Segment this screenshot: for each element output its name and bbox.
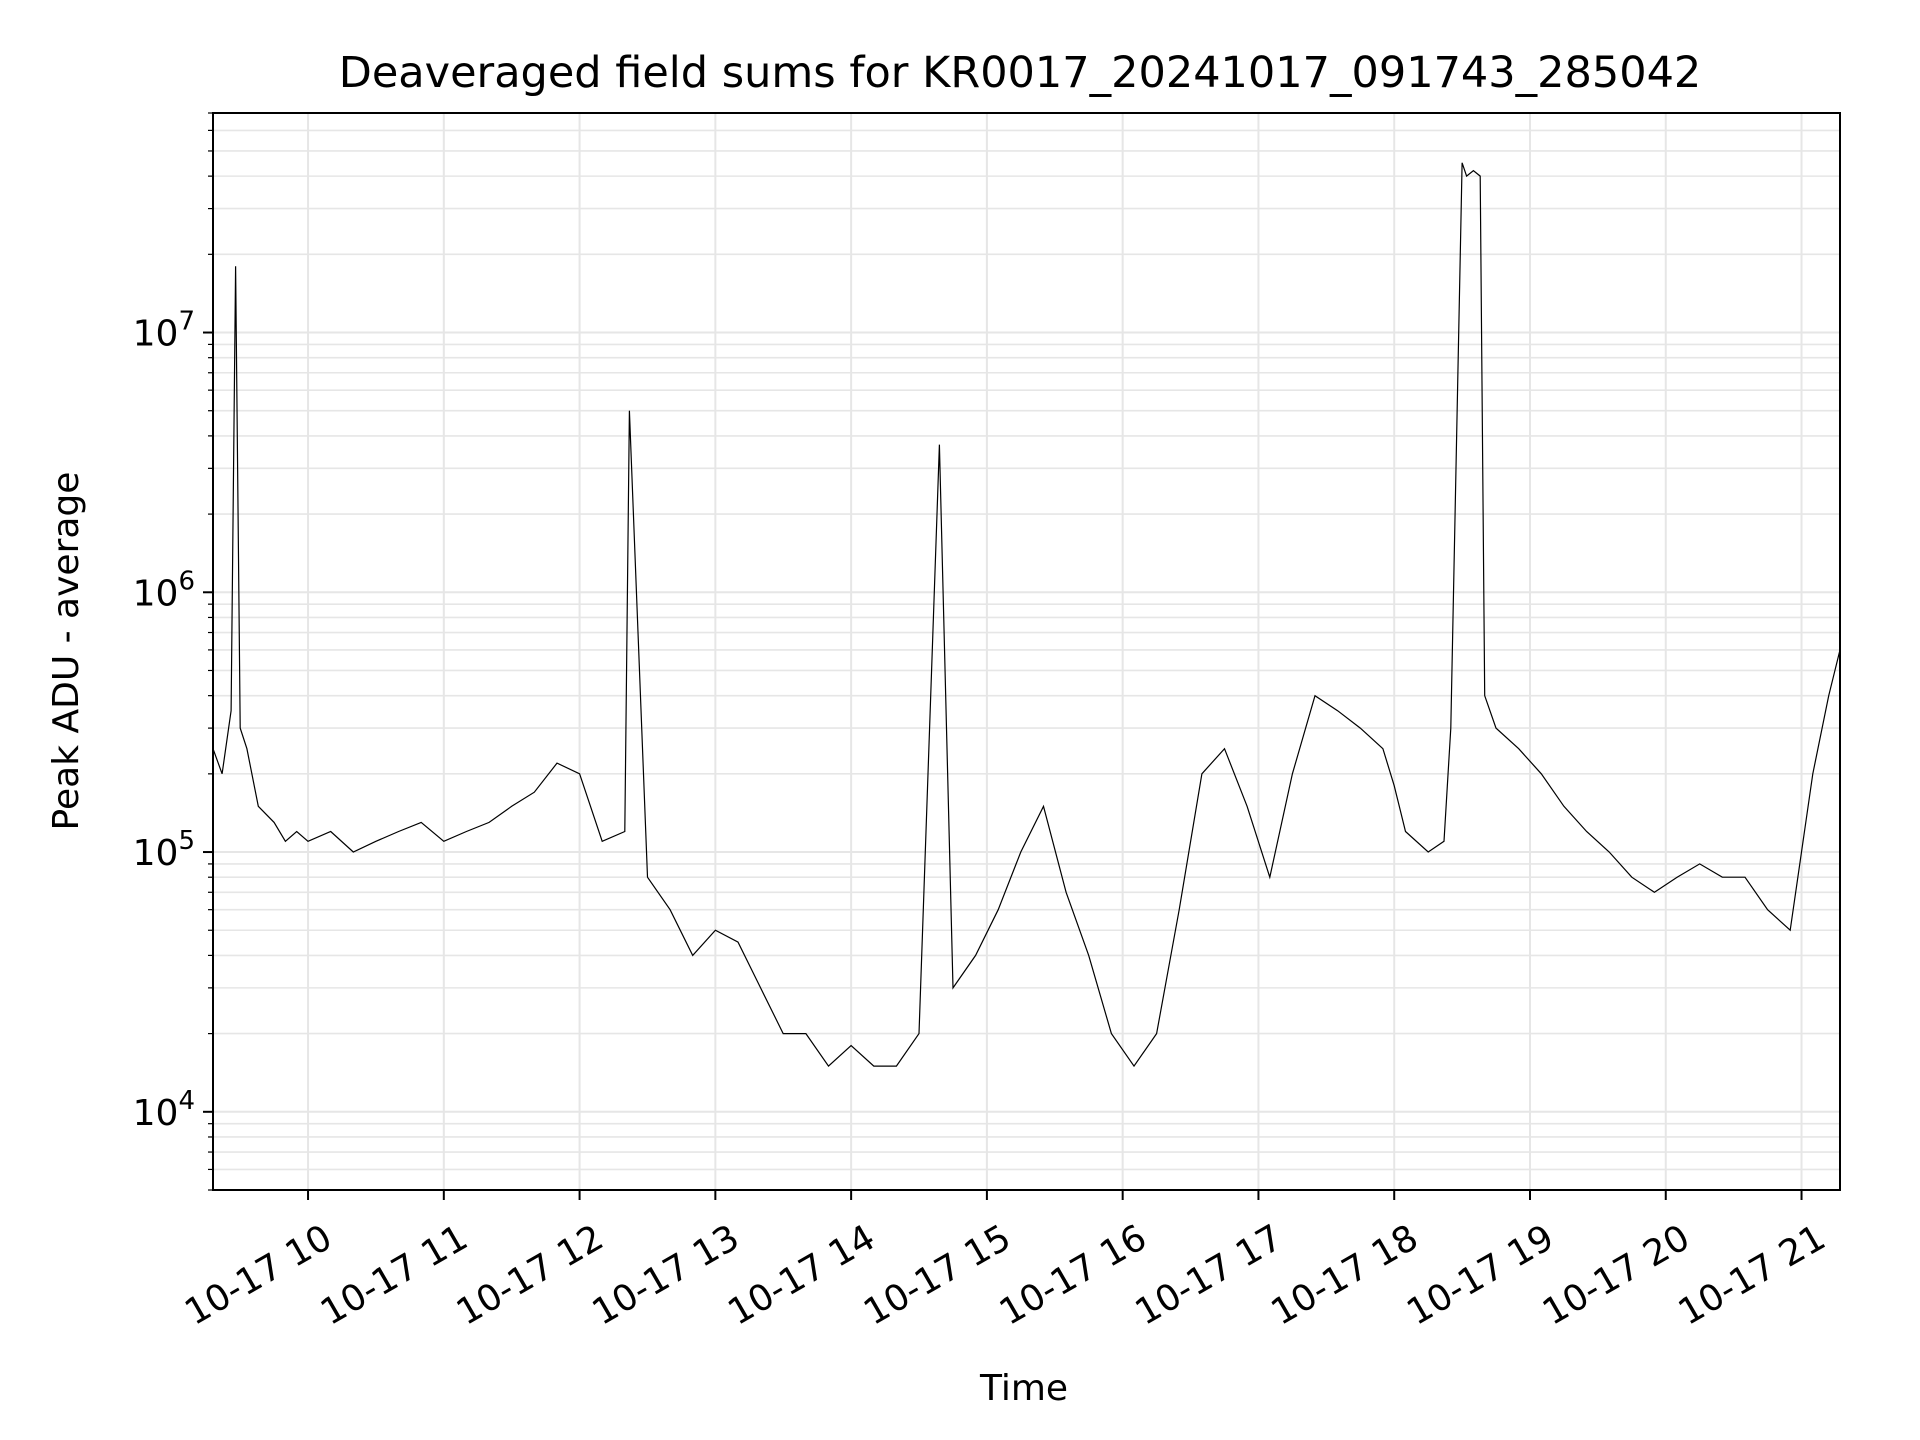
x-tick-label: 10-17 20 — [1536, 1217, 1697, 1333]
y-tick-label: 104 — [133, 1086, 195, 1134]
y-axis-label: Peak ADU - average — [46, 472, 87, 831]
y-tick-label: 107 — [133, 307, 195, 355]
x-tick-label: 10-17 21 — [1672, 1217, 1833, 1333]
x-tick-label: 10-17 12 — [450, 1217, 611, 1333]
x-tick-label: 10-17 17 — [1129, 1217, 1290, 1333]
x-tick-label: 10-17 14 — [721, 1217, 882, 1333]
x-tick-label: 10-17 18 — [1264, 1217, 1425, 1333]
x-tick-label: 10-17 16 — [993, 1217, 1154, 1333]
x-tick-label: 10-17 15 — [857, 1217, 1018, 1333]
x-tick-label: 10-17 13 — [586, 1217, 747, 1333]
y-axis: 104 105 106 107 — [133, 112, 213, 1191]
plot-frame — [212, 112, 1841, 1191]
y-tick-label: 105 — [133, 826, 195, 874]
x-tick-label: 10-17 19 — [1400, 1217, 1561, 1333]
series-line — [212, 162, 1841, 1068]
x-tick-label: 10-17 10 — [178, 1217, 339, 1333]
x-tick-label: 10-17 11 — [314, 1217, 475, 1333]
grid — [213, 112, 1840, 1191]
x-axis-label: Time — [979, 1368, 1068, 1409]
y-tick-label: 106 — [133, 566, 195, 614]
chart-title: Deaveraged field sums for KR0017_2024101… — [339, 48, 1702, 98]
